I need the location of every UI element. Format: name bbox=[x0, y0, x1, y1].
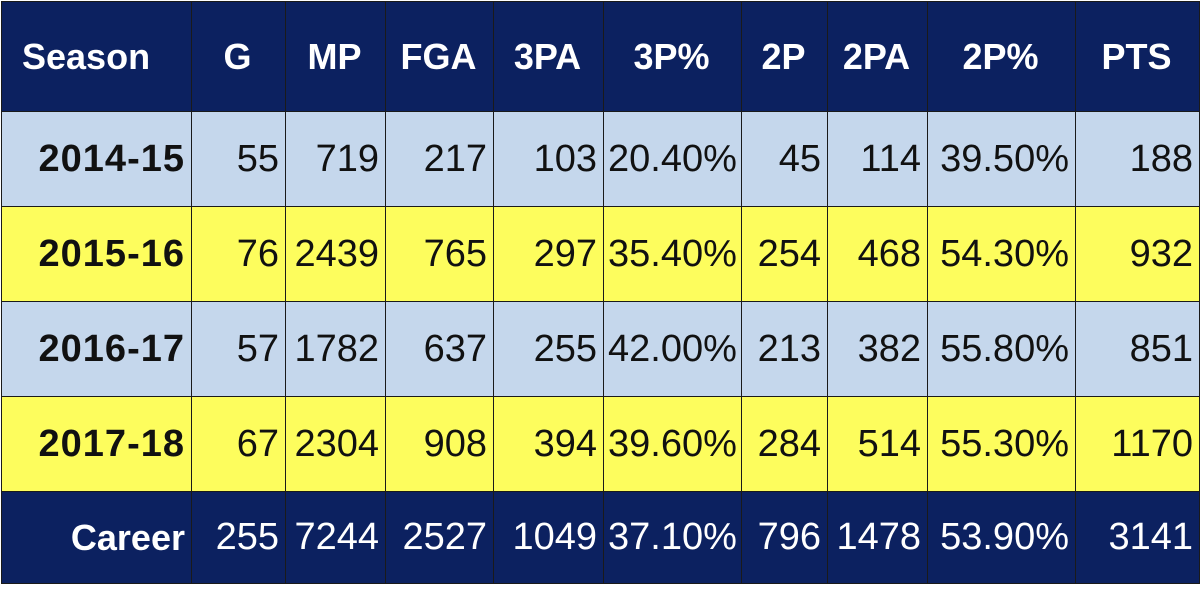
header-fga: FGA bbox=[385, 1, 494, 112]
header-season: Season bbox=[1, 1, 192, 112]
career-label: Career bbox=[1, 491, 192, 584]
2p-cell: 796 bbox=[741, 491, 828, 584]
fga-cell: 217 bbox=[385, 111, 494, 207]
header-mp: MP bbox=[285, 1, 386, 112]
season-cell: 2016-17 bbox=[1, 301, 192, 397]
season-cell: 2017-18 bbox=[1, 396, 192, 492]
3p-pct-cell: 42.00% bbox=[603, 301, 742, 397]
3pa-cell: 255 bbox=[493, 301, 604, 397]
g-cell: 55 bbox=[191, 111, 286, 207]
career-row: Career 255 7244 2527 1049 37.10% 796 147… bbox=[1, 491, 1200, 584]
3pa-cell: 297 bbox=[493, 206, 604, 302]
g-cell: 76 bbox=[191, 206, 286, 302]
fga-cell: 908 bbox=[385, 396, 494, 492]
fga-cell: 765 bbox=[385, 206, 494, 302]
header-row: Season G MP FGA 3PA 3P% 2P 2PA 2P% PTS bbox=[1, 1, 1200, 112]
table-row: 2017-18 67 2304 908 394 39.60% 284 514 5… bbox=[1, 396, 1200, 492]
3pa-cell: 103 bbox=[493, 111, 604, 207]
g-cell: 255 bbox=[191, 491, 286, 584]
stats-table: Season G MP FGA 3PA 3P% 2P 2PA 2P% PTS 2… bbox=[1, 1, 1200, 584]
2p-pct-cell: 54.30% bbox=[927, 206, 1076, 302]
pts-cell: 188 bbox=[1075, 111, 1200, 207]
header-3pa: 3PA bbox=[493, 1, 604, 112]
fga-cell: 637 bbox=[385, 301, 494, 397]
header-pts: PTS bbox=[1075, 1, 1200, 112]
2p-pct-cell: 39.50% bbox=[927, 111, 1076, 207]
table-row: 2014-15 55 719 217 103 20.40% 45 114 39.… bbox=[1, 111, 1200, 207]
mp-cell: 7244 bbox=[285, 491, 386, 584]
3pa-cell: 1049 bbox=[493, 491, 604, 584]
pts-cell: 3141 bbox=[1075, 491, 1200, 584]
mp-cell: 1782 bbox=[285, 301, 386, 397]
mp-cell: 719 bbox=[285, 111, 386, 207]
2p-pct-cell: 53.90% bbox=[927, 491, 1076, 584]
2p-cell: 284 bbox=[741, 396, 828, 492]
2p-pct-cell: 55.30% bbox=[927, 396, 1076, 492]
3p-pct-cell: 37.10% bbox=[603, 491, 742, 584]
2pa-cell: 382 bbox=[827, 301, 928, 397]
3p-pct-cell: 35.40% bbox=[603, 206, 742, 302]
2p-cell: 213 bbox=[741, 301, 828, 397]
table-row: 2015-16 76 2439 765 297 35.40% 254 468 5… bbox=[1, 206, 1200, 302]
2p-cell: 254 bbox=[741, 206, 828, 302]
2p-pct-cell: 55.80% bbox=[927, 301, 1076, 397]
mp-cell: 2304 bbox=[285, 396, 386, 492]
g-cell: 57 bbox=[191, 301, 286, 397]
header-2p-pct: 2P% bbox=[927, 1, 1076, 112]
pts-cell: 851 bbox=[1075, 301, 1200, 397]
2p-cell: 45 bbox=[741, 111, 828, 207]
header-3p-pct: 3P% bbox=[603, 1, 742, 112]
pts-cell: 1170 bbox=[1075, 396, 1200, 492]
3pa-cell: 394 bbox=[493, 396, 604, 492]
2pa-cell: 114 bbox=[827, 111, 928, 207]
g-cell: 67 bbox=[191, 396, 286, 492]
mp-cell: 2439 bbox=[285, 206, 386, 302]
pts-cell: 932 bbox=[1075, 206, 1200, 302]
3p-pct-cell: 20.40% bbox=[603, 111, 742, 207]
3p-pct-cell: 39.60% bbox=[603, 396, 742, 492]
table-row: 2016-17 57 1782 637 255 42.00% 213 382 5… bbox=[1, 301, 1200, 397]
2pa-cell: 468 bbox=[827, 206, 928, 302]
header-2pa: 2PA bbox=[827, 1, 928, 112]
header-2p: 2P bbox=[741, 1, 828, 112]
header-g: G bbox=[191, 1, 286, 112]
2pa-cell: 514 bbox=[827, 396, 928, 492]
fga-cell: 2527 bbox=[385, 491, 494, 584]
season-cell: 2014-15 bbox=[1, 111, 192, 207]
season-cell: 2015-16 bbox=[1, 206, 192, 302]
2pa-cell: 1478 bbox=[827, 491, 928, 584]
